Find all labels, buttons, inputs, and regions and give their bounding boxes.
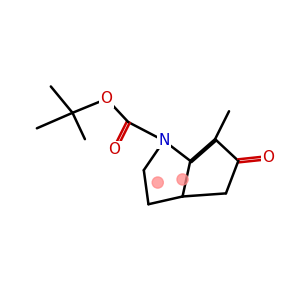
Circle shape <box>177 174 188 185</box>
Text: O: O <box>100 92 112 106</box>
Text: N: N <box>158 133 169 148</box>
Text: O: O <box>262 150 274 165</box>
Text: O: O <box>108 142 120 158</box>
Circle shape <box>152 177 163 188</box>
